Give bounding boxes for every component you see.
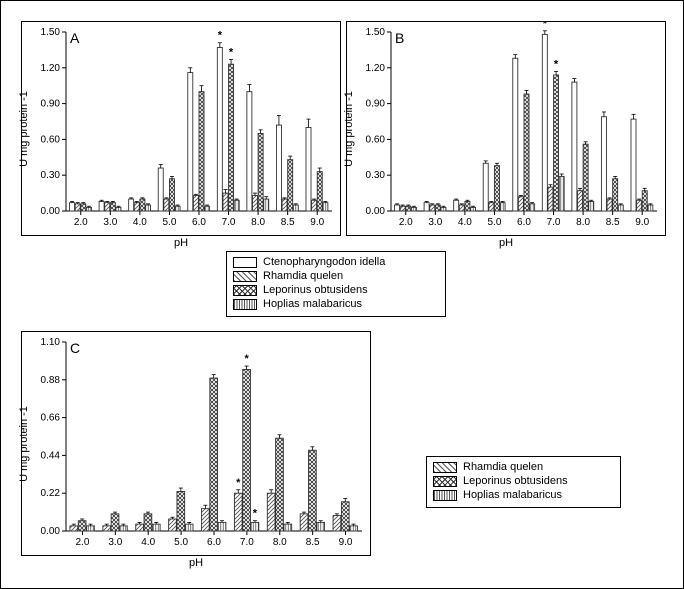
panel-c-xlabel: pH xyxy=(189,557,203,569)
svg-text:*: * xyxy=(236,477,241,489)
legend-label-rq-2: Rhamdia quelen xyxy=(463,460,543,474)
legend-label-ci: Ctenopharyngodon idella xyxy=(263,255,385,269)
svg-text:*: * xyxy=(218,30,223,42)
legend-item-rq-2: Rhamdia quelen xyxy=(433,460,614,474)
svg-text:0.88: 0.88 xyxy=(41,375,61,386)
svg-text:0.66: 0.66 xyxy=(41,413,61,424)
svg-text:0.00: 0.00 xyxy=(41,206,61,217)
figure-container: 0.00 0.30 0.60 0.90 1.20 1.50 2.0 3.0 4.0 5.0 6.0 7… xyxy=(0,0,684,589)
legend-swatch-ci xyxy=(233,257,257,268)
svg-text:*: * xyxy=(543,22,548,30)
svg-text:7.0: 7.0 xyxy=(240,537,254,548)
svg-text:3.0: 3.0 xyxy=(108,537,122,548)
svg-text:4.0: 4.0 xyxy=(141,537,155,548)
svg-text:9.0: 9.0 xyxy=(339,537,353,548)
legend-label-hm-2: Hoplias malabaricus xyxy=(463,488,562,502)
svg-text:6.0: 6.0 xyxy=(192,217,206,228)
svg-text:8.0: 8.0 xyxy=(273,537,287,548)
svg-text:8.5: 8.5 xyxy=(281,217,295,228)
svg-text:*: * xyxy=(554,58,559,70)
svg-text:0.90: 0.90 xyxy=(41,99,61,110)
svg-text:1.10: 1.10 xyxy=(41,337,61,348)
panel-b-letter: B xyxy=(395,30,404,46)
svg-text:3.0: 3.0 xyxy=(103,217,117,228)
panel-c-letter: C xyxy=(70,340,80,356)
svg-text:2.0: 2.0 xyxy=(75,537,89,548)
svg-text:*: * xyxy=(229,46,234,58)
svg-text:8.5: 8.5 xyxy=(606,217,620,228)
svg-text:2.0: 2.0 xyxy=(399,217,413,228)
panel-a: 0.00 0.30 0.60 0.90 1.20 1.50 2.0 3.0 4.0 5.0 6.0 7… xyxy=(21,21,341,236)
svg-text:0.00: 0.00 xyxy=(366,206,386,217)
legend-c: Rhamdia quelen Leporinus obtusidens Hopl… xyxy=(426,456,621,508)
svg-text:7.0: 7.0 xyxy=(222,217,236,228)
legend-label-hm: Hoplias malabaricus xyxy=(263,297,362,311)
svg-text:1.50: 1.50 xyxy=(41,27,61,38)
legend-item-lo: Leporinus obtusidens xyxy=(233,283,439,297)
panel-a-svg: 0.00 0.30 0.60 0.90 1.20 1.50 2.0 3.0 4.0 5.0 6.0 7… xyxy=(22,22,340,235)
panel-b-ylabel: U mg protein -1 xyxy=(343,91,355,167)
svg-text:1.20: 1.20 xyxy=(41,63,61,74)
legend-label-lo-2: Leporinus obtusidens xyxy=(463,474,568,488)
svg-text:9.0: 9.0 xyxy=(310,217,324,228)
svg-text:1.50: 1.50 xyxy=(366,27,386,38)
legend-ab: Ctenopharyngodon idella Rhamdia quelen L… xyxy=(226,251,446,317)
svg-text:0.90: 0.90 xyxy=(366,99,386,110)
svg-text:0.00: 0.00 xyxy=(41,526,61,537)
panel-b-xlabel: pH xyxy=(499,237,513,249)
svg-text:4.0: 4.0 xyxy=(133,217,147,228)
panel-a-letter: A xyxy=(70,30,79,46)
svg-text:*: * xyxy=(253,508,258,520)
panel-b: 0.00 0.30 0.60 0.90 1.20 1.50 2.0 3.0 4.0 5.0 6.0 7… xyxy=(346,21,666,236)
svg-text:0.60: 0.60 xyxy=(366,134,386,145)
legend-swatch-hm xyxy=(233,299,257,310)
svg-text:6.0: 6.0 xyxy=(517,217,531,228)
panel-c-svg: 0.00 0.22 0.44 0.66 0.88 1.10 2.0 3.0 4.0 5.0 6.0 7… xyxy=(22,332,370,555)
panel-a-xlabel: pH xyxy=(174,237,188,249)
svg-text:3.0: 3.0 xyxy=(428,217,442,228)
legend-item-ci: Ctenopharyngodon idella xyxy=(233,255,439,269)
legend-item-hm-2: Hoplias malabaricus xyxy=(433,488,614,502)
svg-text:5.0: 5.0 xyxy=(174,537,188,548)
legend-swatch-hm-2 xyxy=(433,490,457,501)
panel-b-svg: 0.00 0.30 0.60 0.90 1.20 1.50 2.0 3.0 4.0 5.0 6.0 7… xyxy=(347,22,665,235)
svg-text:0.44: 0.44 xyxy=(41,450,61,461)
panel-c: 0.00 0.22 0.44 0.66 0.88 1.10 2.0 3.0 4.0 5.0 6.0 7… xyxy=(21,331,371,556)
svg-text:5.0: 5.0 xyxy=(162,217,176,228)
legend-swatch-rq-2 xyxy=(433,462,457,473)
svg-text:8.0: 8.0 xyxy=(251,217,265,228)
legend-label-rq: Rhamdia quelen xyxy=(263,269,343,283)
svg-text:6.0: 6.0 xyxy=(207,537,221,548)
svg-text:0.22: 0.22 xyxy=(41,488,61,499)
svg-text:0.30: 0.30 xyxy=(41,170,61,181)
panel-c-ylabel: U mg protein -1 xyxy=(18,406,30,482)
svg-text:4.0: 4.0 xyxy=(458,217,472,228)
legend-label-lo: Leporinus obtusidens xyxy=(263,283,368,297)
svg-text:2.0: 2.0 xyxy=(74,217,88,228)
svg-text:9.0: 9.0 xyxy=(635,217,649,228)
legend-item-hm: Hoplias malabaricus xyxy=(233,297,439,311)
svg-text:0.60: 0.60 xyxy=(41,134,61,145)
svg-text:1.20: 1.20 xyxy=(366,63,386,74)
svg-text:8.5: 8.5 xyxy=(306,537,320,548)
legend-item-rq: Rhamdia quelen xyxy=(233,269,439,283)
svg-text:7.0: 7.0 xyxy=(547,217,561,228)
legend-swatch-lo xyxy=(233,285,257,296)
svg-text:0.30: 0.30 xyxy=(366,170,386,181)
legend-swatch-rq xyxy=(233,271,257,282)
svg-text:5.0: 5.0 xyxy=(487,217,501,228)
svg-text:*: * xyxy=(244,353,249,365)
panel-a-ylabel: U mg protein -1 xyxy=(18,91,30,167)
legend-swatch-lo-2 xyxy=(433,476,457,487)
legend-item-lo-2: Leporinus obtusidens xyxy=(433,474,614,488)
svg-text:8.0: 8.0 xyxy=(576,217,590,228)
